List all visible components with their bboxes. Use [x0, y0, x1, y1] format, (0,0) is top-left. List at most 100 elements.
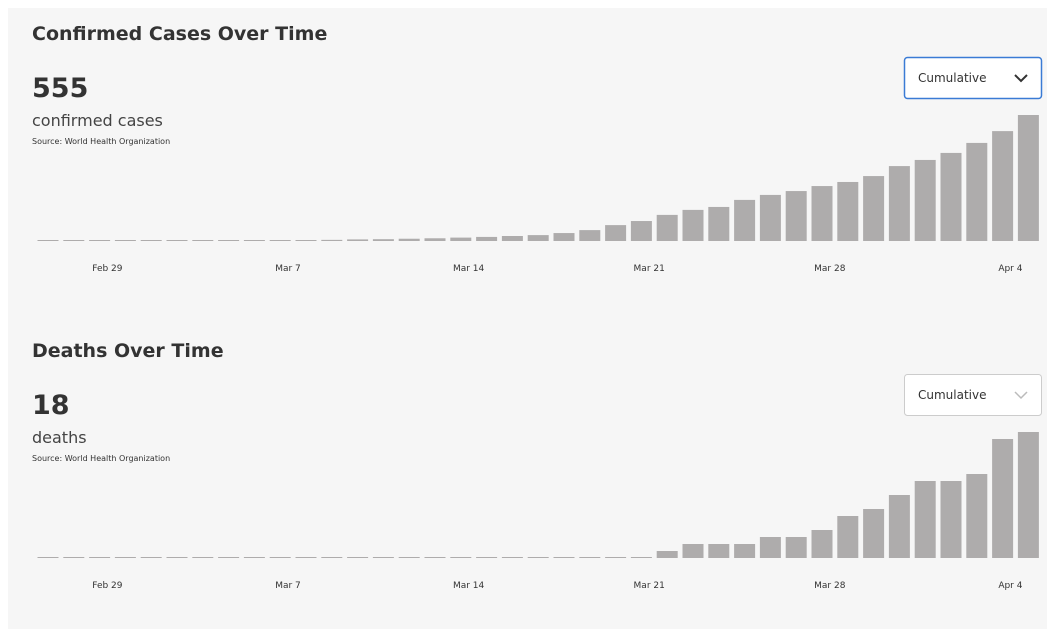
- dropdown-label: Cumulative: [918, 71, 987, 85]
- bar: [888, 166, 910, 241]
- bar: [372, 239, 394, 241]
- bar: [424, 557, 446, 558]
- chart-title: Deaths Over Time: [32, 340, 224, 362]
- bar: [785, 537, 807, 558]
- x-tick-label: Apr 4: [998, 264, 1022, 274]
- bar: [37, 240, 59, 241]
- x-tick-label: Mar 28: [814, 264, 846, 274]
- bar: [630, 221, 652, 241]
- bar: [527, 235, 549, 241]
- bar: [992, 131, 1014, 241]
- bar: [579, 557, 601, 558]
- bar: [785, 191, 807, 241]
- dropdown-box[interactable]: [904, 374, 1042, 416]
- bar: [630, 557, 652, 558]
- bar: [37, 557, 59, 558]
- bar: [166, 240, 188, 241]
- bar: [759, 537, 781, 558]
- source: Source: World Health Organization: [32, 454, 170, 463]
- bar: [940, 152, 962, 241]
- bar: [140, 240, 162, 241]
- bar: [1017, 432, 1039, 558]
- bar: [811, 186, 833, 241]
- bar: [450, 557, 472, 558]
- total-value: 555: [32, 73, 88, 104]
- bar: [527, 557, 549, 558]
- bar: [1017, 115, 1039, 241]
- bar: [89, 240, 111, 241]
- bar: [888, 495, 910, 558]
- bar: [553, 557, 575, 558]
- bar: [321, 557, 343, 558]
- x-tick-label: Feb 29: [92, 264, 123, 274]
- bar: [863, 176, 885, 241]
- bar: [192, 240, 214, 241]
- bar: [347, 239, 369, 241]
- bar: [708, 544, 730, 558]
- bar: [295, 240, 317, 241]
- dropdown[interactable]: Cumulative: [903, 56, 1043, 100]
- bar: [863, 509, 885, 558]
- bar: [372, 557, 394, 558]
- bar: [759, 194, 781, 241]
- bar: [605, 557, 627, 558]
- bar: [914, 159, 936, 241]
- bar: [501, 557, 523, 558]
- x-tick-label: Mar 28: [814, 581, 846, 591]
- x-tick-label: Mar 14: [453, 264, 485, 274]
- bar: [966, 474, 988, 558]
- x-tick-label: Apr 4: [998, 581, 1022, 591]
- bar: [295, 557, 317, 558]
- bar: [398, 238, 420, 241]
- bar: [476, 236, 498, 241]
- bar: [114, 557, 136, 558]
- x-tick-label: Mar 21: [634, 581, 665, 591]
- bar: [734, 199, 756, 241]
- bar: [218, 557, 240, 558]
- bar: [347, 557, 369, 558]
- bar: [89, 557, 111, 558]
- bar: [63, 557, 85, 558]
- total-label: confirmed cases: [32, 111, 163, 130]
- bar: [682, 544, 704, 558]
- bar: [656, 214, 678, 241]
- bar: [166, 557, 188, 558]
- chevron: [1014, 74, 1028, 83]
- bar: [734, 544, 756, 558]
- bar: [243, 240, 265, 241]
- bar: [114, 240, 136, 241]
- bar: [424, 238, 446, 241]
- bar: [914, 481, 936, 558]
- bar: [501, 236, 523, 241]
- bar: [992, 439, 1014, 558]
- bar: [553, 233, 575, 241]
- x-tick-label: Mar 7: [275, 264, 301, 274]
- bar: [243, 557, 265, 558]
- bar: [682, 209, 704, 241]
- bar: [218, 240, 240, 241]
- bar: [708, 206, 730, 241]
- bar: [940, 481, 962, 558]
- bar: [837, 516, 859, 558]
- bar: [605, 225, 627, 241]
- dropdown[interactable]: Cumulative: [904, 374, 1042, 416]
- bar: [450, 237, 472, 241]
- chart-title: Confirmed Cases Over Time: [32, 23, 327, 45]
- bar: [579, 230, 601, 241]
- bar: [269, 240, 291, 241]
- x-tick-label: Feb 29: [92, 581, 123, 591]
- x-tick-label: Mar 14: [453, 581, 485, 591]
- total-label: deaths: [32, 428, 87, 447]
- bar: [63, 240, 85, 241]
- bar: [966, 142, 988, 241]
- x-tick-label: Mar 7: [275, 581, 301, 591]
- x-tick-label: Mar 21: [634, 264, 665, 274]
- bar: [398, 557, 420, 558]
- source: Source: World Health Organization: [32, 137, 170, 146]
- bar: [476, 557, 498, 558]
- bar: [321, 239, 343, 241]
- dropdown-box[interactable]: [903, 56, 1043, 100]
- bar: [656, 551, 678, 558]
- bar: [269, 557, 291, 558]
